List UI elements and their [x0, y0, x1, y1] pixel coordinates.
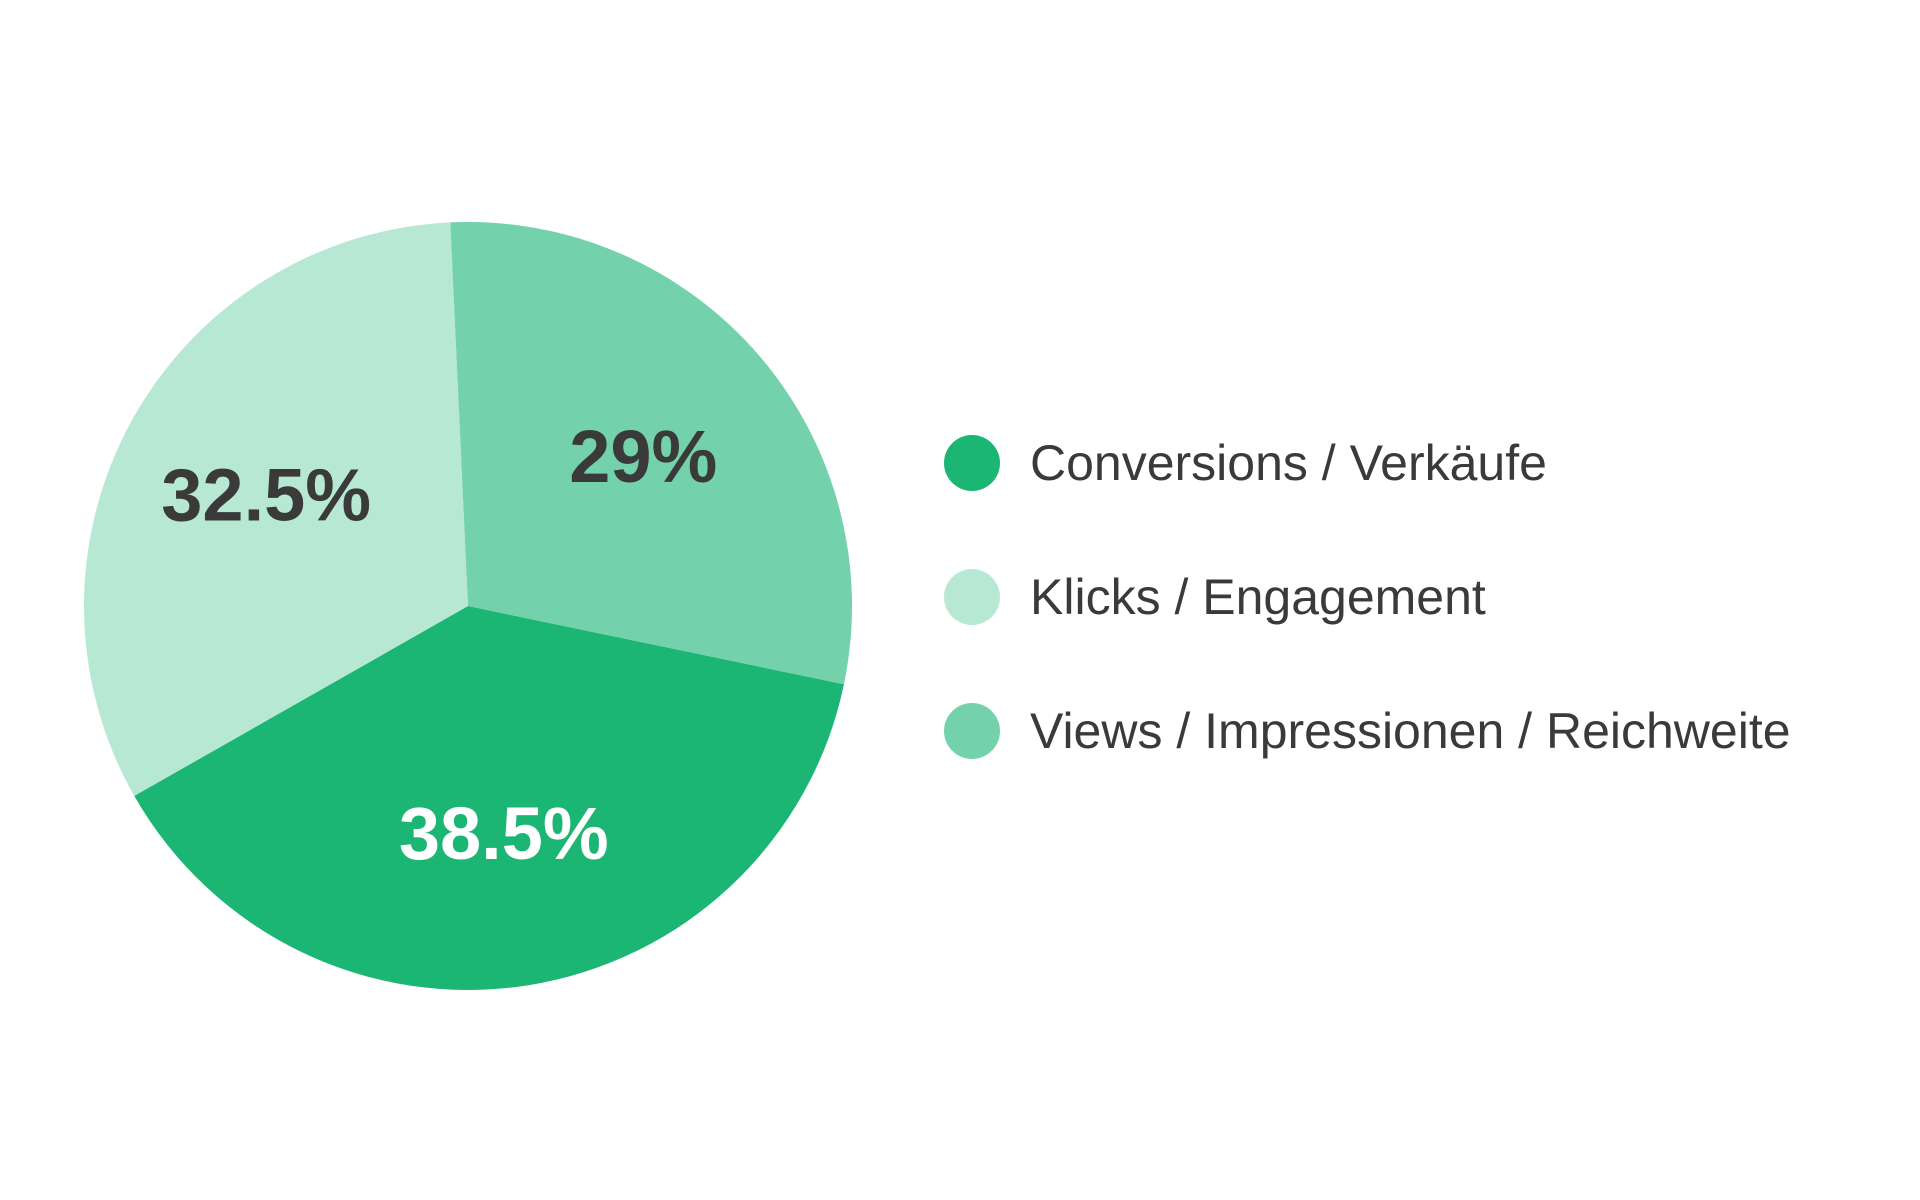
pie-slice-conversions [134, 606, 844, 990]
legend-label-conversions: Conversions / Verkäufe [1030, 435, 1547, 491]
pie-slices [84, 222, 852, 990]
legend-swatch-klicks [944, 569, 1000, 625]
legend-swatch-conversions [944, 435, 1000, 491]
chart-legend: Conversions / Verkäufe Klicks / Engageme… [944, 435, 1791, 837]
legend-label-klicks: Klicks / Engagement [1030, 569, 1486, 625]
legend-item-klicks: Klicks / Engagement [944, 569, 1791, 625]
legend-swatch-views [944, 703, 1000, 759]
legend-label-views: Views / Impressionen / Reichweite [1030, 703, 1791, 759]
pie-slice-views [450, 222, 852, 685]
legend-item-views: Views / Impressionen / Reichweite [944, 703, 1791, 759]
legend-item-conversions: Conversions / Verkäufe [944, 435, 1791, 491]
pie-slice-klicks [84, 222, 468, 796]
slice-label-conversions: 38.5% [399, 792, 609, 875]
pie-slice-labels: 38.5% 32.5% 29% [161, 415, 717, 875]
slice-label-views: 29% [569, 415, 717, 498]
slice-label-klicks: 32.5% [161, 453, 371, 536]
